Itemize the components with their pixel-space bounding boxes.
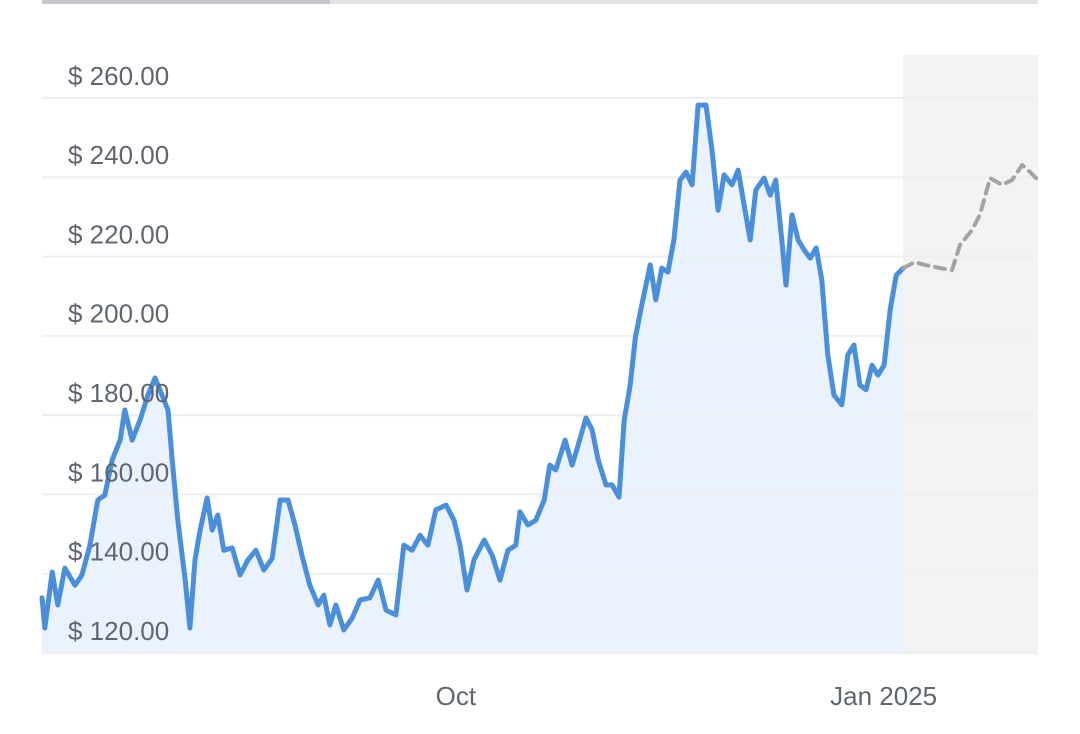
background-layer: [42, 55, 1038, 653]
scroll-track: [42, 0, 1038, 4]
grid-layer: [42, 97, 1038, 654]
forecast-line: [901, 163, 1040, 273]
forecast-region: [903, 55, 1038, 653]
marks-layer: [39, 102, 1040, 633]
area-fill: [42, 105, 904, 653]
y-tick-label: $ 260.00: [68, 61, 169, 91]
y-tick-label: $ 120.00: [68, 616, 169, 646]
y-tick-label: $ 160.00: [68, 457, 169, 487]
x-tick-label: Jan 2025: [830, 681, 937, 711]
scroll-thumb: [42, 0, 330, 4]
y-tick-label: $ 200.00: [68, 299, 169, 329]
x-tick-label: Oct: [436, 681, 477, 711]
labels-layer: $ 120.00 $ 140.00 $ 160.00 $ 180.00 $ 200.00…: [68, 61, 937, 711]
y-tick-label: $ 220.00: [68, 219, 169, 249]
y-tick-label: $ 140.00: [68, 537, 169, 567]
y-tick-label: $ 240.00: [68, 140, 169, 170]
y-tick-label: $ 180.00: [68, 378, 169, 408]
price-line: [39, 102, 906, 633]
